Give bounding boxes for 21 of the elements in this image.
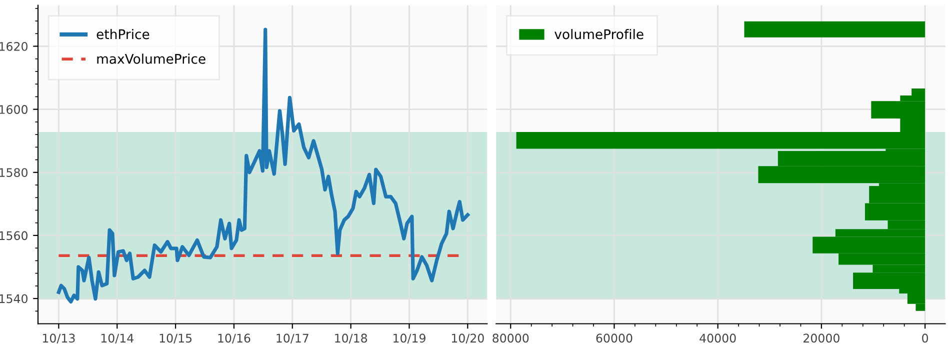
y-tick-label: 1560 xyxy=(0,231,28,240)
x-tick-label: 10/20 xyxy=(452,334,484,344)
x-tick-label: 20000 xyxy=(804,334,840,343)
legend-label: volumeProfile xyxy=(554,29,644,40)
x-tick-label: 10/19 xyxy=(394,334,426,344)
y-tick-label: 1540 xyxy=(0,294,28,304)
x-tick-label: 80000 xyxy=(492,334,529,343)
x-tick-label: 10/15 xyxy=(160,334,192,344)
y-tick-label: 1620 xyxy=(0,42,28,51)
x-tick-label: 10/13 xyxy=(42,334,75,344)
x-tick-label: 10/18 xyxy=(335,334,368,344)
x-tick-label: 60000 xyxy=(596,334,632,343)
x-tick-label: 0 xyxy=(922,334,928,343)
legend-label: ethPrice xyxy=(96,29,150,40)
x-tick-label: 10/17 xyxy=(276,334,308,344)
y-tick-label: 1580 xyxy=(0,168,28,178)
legend-label: maxVolumePrice xyxy=(97,54,206,64)
x-tick-label: 40000 xyxy=(700,334,736,343)
y-tick-label: 1600 xyxy=(0,105,28,114)
x-tick-label: 10/14 xyxy=(101,334,134,344)
x-tick-label: 10/16 xyxy=(218,334,250,344)
